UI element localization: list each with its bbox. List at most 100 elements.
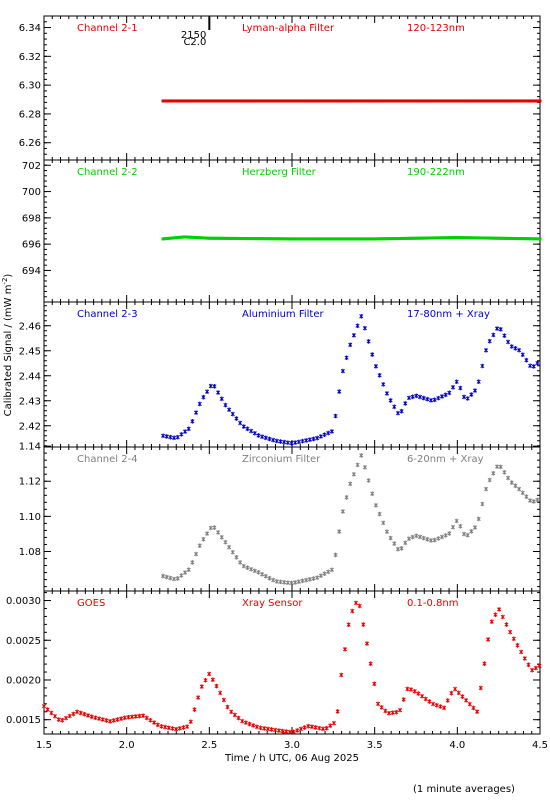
data-point (338, 237, 342, 241)
data-point (489, 619, 494, 624)
data-point (292, 99, 296, 103)
data-point (493, 99, 497, 103)
data-point (271, 437, 276, 443)
data-point (536, 237, 540, 241)
data-point (207, 671, 212, 677)
data-point (297, 237, 301, 241)
data-point (392, 541, 397, 546)
data-point (232, 99, 236, 103)
data-point (178, 235, 182, 239)
data-point (500, 99, 504, 103)
data-point (359, 313, 364, 319)
data-point (535, 497, 540, 503)
data-point (245, 426, 250, 432)
data-point (52, 713, 58, 719)
data-point (201, 236, 205, 240)
data-point (434, 236, 438, 240)
data-point (402, 99, 406, 103)
data-point (486, 637, 491, 642)
data-point (487, 99, 491, 103)
data-points (161, 235, 542, 241)
data-point (328, 723, 333, 728)
data-point (509, 480, 514, 485)
data-point (475, 99, 479, 103)
data-point (269, 237, 273, 241)
data-point (280, 728, 285, 734)
data-point (456, 690, 461, 696)
y-tick-label: 702 (22, 161, 41, 172)
data-point (260, 237, 264, 241)
data-point (63, 715, 69, 721)
data-point (175, 434, 180, 440)
data-point (183, 99, 187, 103)
data-points (160, 313, 540, 446)
data-point (389, 237, 393, 241)
data-point (503, 99, 507, 103)
data-point (470, 99, 474, 103)
data-point (221, 697, 226, 703)
data-point (337, 389, 342, 394)
y-axis-label: Calibrated Signal / (mW m-2) (1, 274, 14, 417)
data-point (212, 383, 217, 389)
data-point (383, 99, 387, 103)
data-point (388, 237, 392, 241)
data-point (313, 725, 318, 730)
data-point (424, 236, 428, 240)
data-point (232, 236, 236, 240)
data-point (216, 99, 220, 103)
data-point (528, 99, 532, 103)
data-point (531, 364, 536, 369)
data-point (267, 436, 272, 442)
data-point (394, 709, 399, 715)
data-point (331, 720, 337, 726)
data-point (399, 236, 403, 240)
data-point (184, 99, 188, 103)
data-point (93, 715, 98, 721)
data-point (290, 237, 294, 241)
data-point (249, 237, 253, 241)
data-point (498, 99, 502, 103)
data-point (178, 99, 182, 103)
panels: 6.26 6.28 6.30 6.32 6.34 Channel 2-1 Lyman-alp… (6, 15, 542, 735)
data-point (221, 99, 225, 103)
data-point (260, 571, 265, 577)
data-point (386, 99, 390, 103)
x-tick-label: 1.5 (36, 740, 52, 751)
data-point (373, 364, 378, 369)
data-point (224, 236, 228, 240)
data-point (459, 99, 463, 103)
data-point (311, 436, 316, 442)
data-point (351, 472, 356, 477)
data-point (148, 717, 153, 723)
data-point (508, 629, 513, 635)
panel-2: 694 696 698 700 702 Channel 2-2 Herzberg Filte… (22, 159, 542, 303)
event-marker-class: C2.0 (183, 37, 206, 48)
data-point (399, 99, 403, 103)
data-point (295, 728, 300, 733)
data-point (311, 99, 315, 103)
data-point (249, 99, 253, 103)
data-point (429, 99, 433, 103)
y-tick-label: 1.14 (19, 442, 41, 453)
data-point (369, 237, 373, 241)
data-point (464, 698, 469, 703)
data-point (353, 237, 357, 241)
data-point (417, 99, 421, 103)
data-point (343, 99, 347, 103)
data-point (383, 708, 388, 714)
data-point (442, 705, 447, 711)
data-point (536, 99, 540, 103)
data-point (525, 237, 529, 241)
data-point (175, 576, 180, 581)
data-point (164, 99, 168, 103)
data-point (351, 332, 356, 338)
data-point (201, 536, 206, 542)
y-axis-label-text: Calibrated Signal / (mW m (3, 285, 14, 417)
data-point (444, 236, 448, 240)
data-point (230, 411, 235, 417)
data-point (227, 236, 231, 240)
data-point (438, 704, 443, 709)
data-point (331, 237, 335, 241)
data-points (160, 453, 540, 586)
x-tick-label: 4.5 (532, 740, 548, 751)
